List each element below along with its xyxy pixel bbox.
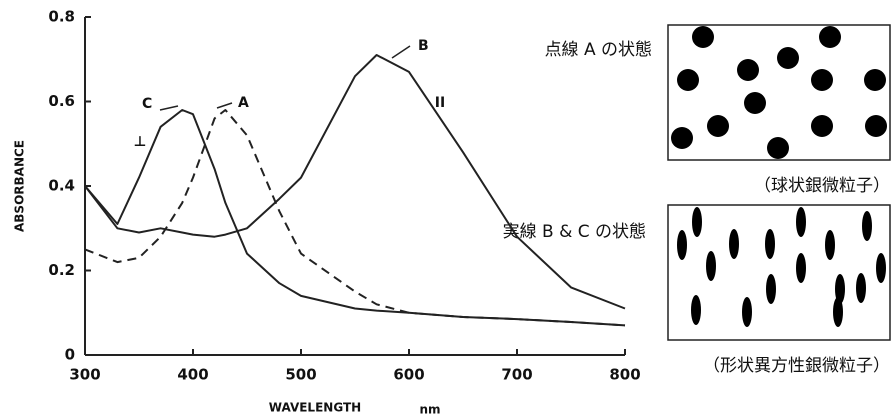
curve-label: A <box>238 95 249 111</box>
x-tick-label: 300 <box>69 366 100 384</box>
spherical-particles <box>671 26 887 159</box>
x-tick-label: 400 <box>177 366 208 384</box>
y-axis-title: ABSORBANCE <box>13 140 27 232</box>
y-tick-label: 0.2 <box>48 261 75 279</box>
panel-title: 点線 A の状態 <box>545 40 652 60</box>
y-tick-label: 0.8 <box>48 8 75 26</box>
panel-caption: （形状異方性銀微粒子） <box>703 356 890 376</box>
curve <box>85 110 625 325</box>
x-tick-label: 800 <box>609 366 640 384</box>
curve <box>85 110 625 325</box>
curve-label: B <box>418 38 429 54</box>
curve-label: C <box>142 96 152 112</box>
x-tick-label: 600 <box>393 366 424 384</box>
curve <box>85 55 625 309</box>
panel-caption: （球状銀微粒子） <box>754 176 890 196</box>
label-leader <box>217 103 232 108</box>
label-leader <box>392 46 410 58</box>
y-tick-label: 0.4 <box>48 177 75 195</box>
polarization-mark: II <box>435 95 445 111</box>
label-leader <box>160 106 178 110</box>
y-tick-label: 0.6 <box>48 92 75 110</box>
y-tick-label: 0 <box>65 346 75 364</box>
x-axis-unit: nm <box>419 403 440 417</box>
figure: ABSORBANCE WAVELENGTH nm 点線 A の状態 （球状銀微粒… <box>0 0 896 420</box>
x-tick-label: 700 <box>501 366 532 384</box>
x-axis-title: WAVELENGTH <box>269 401 361 415</box>
anisotropic-particles <box>677 207 886 327</box>
polarization-mark: ⊥ <box>134 134 147 150</box>
x-tick-label: 500 <box>285 366 316 384</box>
panel-title: 実線 B & C の状態 <box>503 222 646 242</box>
